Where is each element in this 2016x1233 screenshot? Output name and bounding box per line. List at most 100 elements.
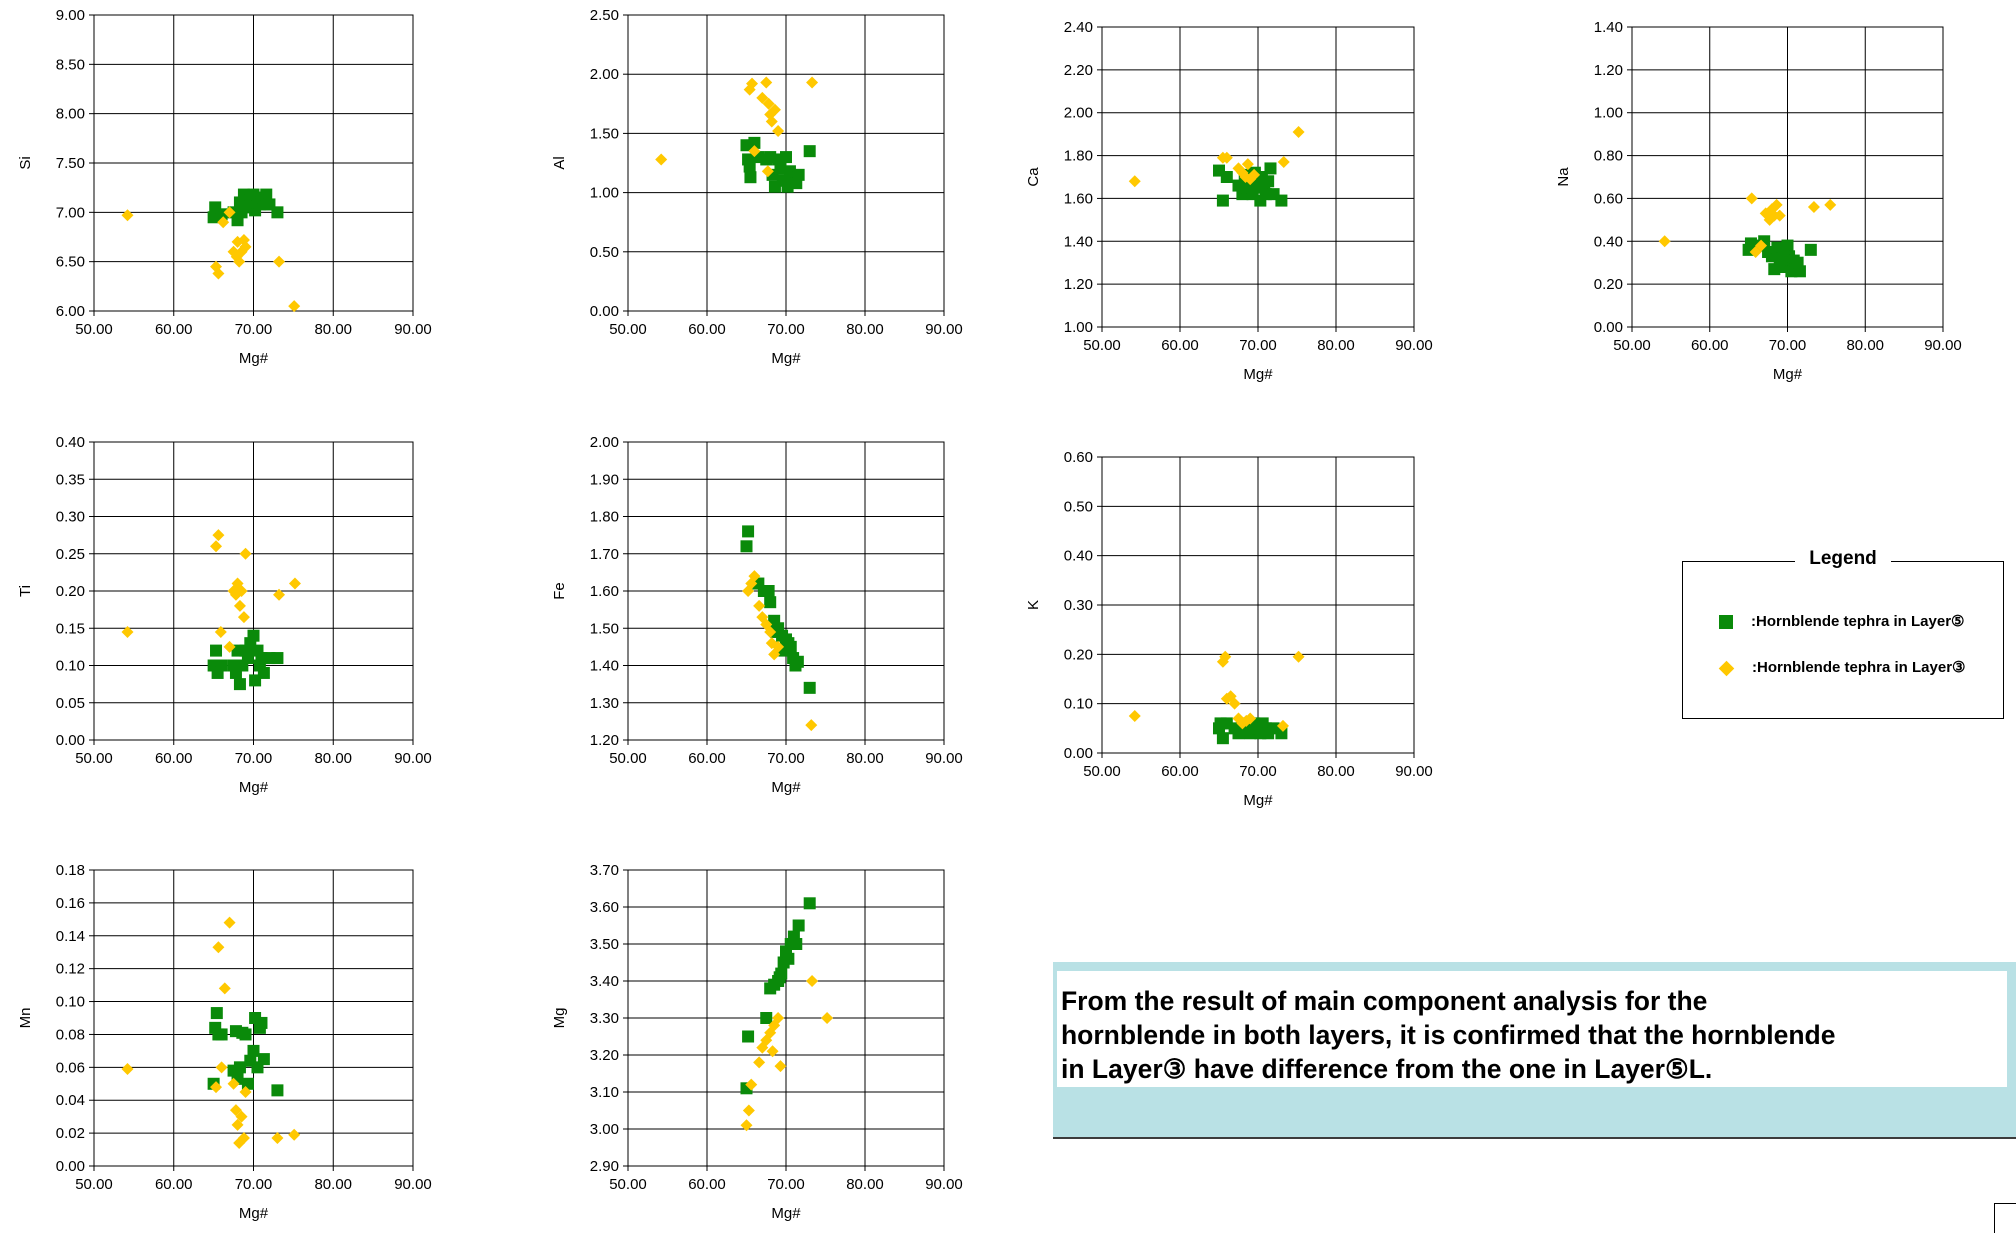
data-point-square <box>760 1012 773 1024</box>
data-point-diamond <box>121 1062 134 1075</box>
conclusion-note: From the result of main component analys… <box>1053 962 2016 1139</box>
data-point-diamond <box>768 648 781 661</box>
data-point-diamond <box>212 941 225 954</box>
x-tick-label: 70.00 <box>767 1176 805 1193</box>
data-point-square <box>792 919 805 932</box>
data-point-square <box>233 1061 246 1074</box>
data-point-diamond <box>271 1132 284 1145</box>
data-point-diamond <box>1773 209 1786 222</box>
data-point-square <box>742 525 755 538</box>
data-point-square <box>762 585 775 597</box>
y-tick-label: 0.60 <box>1064 449 1093 466</box>
y-tick-label: 0.10 <box>1064 696 1093 713</box>
y-tick-label: 2.20 <box>1064 62 1093 79</box>
data-point-square <box>1262 175 1275 188</box>
corner-box <box>1994 1203 2016 1233</box>
data-point-diamond <box>1216 655 1229 668</box>
chart-al: 0.00 0.50 1.00 1.50 2.00 2.50 50.00 60.00 70.00 8… <box>551 7 963 367</box>
data-point-square <box>233 678 246 691</box>
y-tick-label: 3.40 <box>590 973 619 990</box>
x-tick-label: 50.00 <box>75 750 113 767</box>
yellow-diamond-marker-icon <box>1718 660 1735 676</box>
x-tick-label: 80.00 <box>846 321 884 338</box>
conclusion-line-2: hornblende in both layers, it is confirm… <box>1061 1020 1836 1050</box>
y-tick-label: 1.80 <box>590 509 619 526</box>
y-tick-label: 8.50 <box>56 56 85 73</box>
y-tick-label: 0.20 <box>1064 646 1093 663</box>
x-tick-label: 90.00 <box>1395 337 1433 354</box>
y-tick-label: 1.70 <box>590 546 619 563</box>
data-point-diamond <box>223 206 236 219</box>
data-point-square <box>247 629 260 642</box>
y-tick-label: 7.50 <box>56 155 85 172</box>
x-tick-label: 80.00 <box>1317 337 1355 354</box>
y-axis-label: Mn <box>17 1008 34 1029</box>
data-point-diamond <box>223 640 236 653</box>
data-point-square <box>215 659 228 672</box>
data-point-square <box>251 1061 264 1074</box>
y-axis-label: Ca <box>1025 167 1042 187</box>
data-point-diamond <box>753 599 766 612</box>
y-tick-label: 0.35 <box>56 471 85 488</box>
data-point-square <box>743 160 756 173</box>
y-tick-label: 0.00 <box>590 303 619 320</box>
y-tick-label: 0.50 <box>590 244 619 261</box>
data-point-diamond <box>239 1086 252 1098</box>
data-point-diamond <box>218 982 231 995</box>
data-point-diamond <box>288 1128 301 1141</box>
data-point-diamond <box>1236 166 1249 179</box>
x-tick-label: 80.00 <box>1317 763 1355 780</box>
y-tick-label: 0.06 <box>56 1059 85 1076</box>
x-tick-label: 50.00 <box>609 1176 647 1193</box>
data-point-square <box>1777 246 1790 258</box>
data-point-diamond <box>273 588 286 601</box>
y-tick-label: 0.30 <box>56 509 85 526</box>
data-point-diamond <box>1276 719 1289 732</box>
chart-k: 0.00 0.10 0.20 0.30 0.40 0.50 0.60 50.00 60.00 70… <box>1025 449 1433 809</box>
data-point-square <box>1216 194 1229 207</box>
x-axis-label: Mg# <box>771 779 801 796</box>
data-point-diamond <box>772 1012 785 1024</box>
y-axis-label: Ti <box>17 585 34 597</box>
y-tick-label: 2.50 <box>590 7 619 24</box>
x-tick-label: 60.00 <box>688 321 726 338</box>
data-point-diamond <box>217 216 230 229</box>
data-point-diamond <box>229 588 242 601</box>
y-tick-label: 1.90 <box>590 471 619 488</box>
x-tick-label: 50.00 <box>1083 763 1121 780</box>
data-point-diamond <box>210 1081 223 1094</box>
data-point-square <box>791 655 804 668</box>
x-axis-label: Mg# <box>1243 792 1273 809</box>
data-point-square <box>740 540 753 553</box>
data-point-diamond <box>235 1110 248 1123</box>
y-tick-label: 1.50 <box>590 125 619 142</box>
data-point-square <box>1216 732 1229 745</box>
data-point-diamond <box>214 625 227 638</box>
data-point-diamond <box>1220 692 1233 705</box>
y-tick-label: 0.04 <box>56 1092 85 1109</box>
data-point-square <box>1765 250 1778 263</box>
data-point-square <box>1804 243 1817 256</box>
x-tick-label: 90.00 <box>394 750 432 767</box>
legend-item-layer3: :Hornblende tephra in Layer③ <box>1718 658 1965 676</box>
x-tick-label: 90.00 <box>1924 337 1962 354</box>
y-tick-label: 8.00 <box>56 106 85 123</box>
x-axis-label: Mg# <box>771 350 801 367</box>
data-point-square <box>774 162 787 175</box>
data-point-diamond <box>821 1012 834 1024</box>
x-tick-label: 50.00 <box>75 321 113 338</box>
data-point-diamond <box>772 125 785 138</box>
data-point-diamond <box>239 547 252 560</box>
data-point-square <box>257 1053 270 1066</box>
x-tick-label: 90.00 <box>925 1176 963 1193</box>
data-point-diamond <box>1807 201 1820 213</box>
x-axis-label: Mg# <box>239 779 269 796</box>
legend: Legend :Hornblende tephra in Layer⑤ :Hor… <box>1682 548 2004 719</box>
y-tick-label: 3.30 <box>590 1010 619 1027</box>
data-point-diamond <box>762 97 775 110</box>
x-tick-label: 50.00 <box>609 321 647 338</box>
y-tick-label: 1.20 <box>1594 62 1623 79</box>
data-point-diamond <box>1770 198 1783 211</box>
x-tick-label: 70.00 <box>767 321 805 338</box>
y-tick-label: 1.40 <box>1594 19 1623 36</box>
